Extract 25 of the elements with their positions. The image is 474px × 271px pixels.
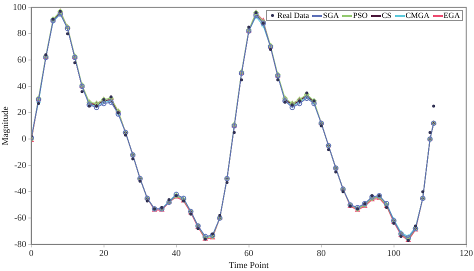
legend-label: CMGA xyxy=(406,11,430,20)
y-tick-label: 100 xyxy=(12,2,27,12)
legend-label: EGA xyxy=(444,11,460,20)
y-tick-label: -80 xyxy=(14,238,27,249)
x-tick-label: 60 xyxy=(244,248,254,258)
y-axis-title: Magnitude xyxy=(0,106,10,146)
legend-label: Real Data xyxy=(277,11,310,20)
y-tick-label: 40 xyxy=(17,80,27,91)
x-tick-label: 120 xyxy=(460,248,474,258)
y-tick-label: 20 xyxy=(17,107,27,118)
x-tick-label: 0 xyxy=(29,248,34,258)
x-tick-label: 20 xyxy=(99,248,109,258)
x-tick-label: 80 xyxy=(316,248,326,258)
x-axis-title: Time Point xyxy=(228,260,270,270)
legend-label: CS xyxy=(382,11,392,20)
x-tick-label: 100 xyxy=(387,248,402,258)
y-tick-label: -60 xyxy=(14,212,27,222)
y-tick-label: -40 xyxy=(14,186,27,196)
legend-label: PSO xyxy=(353,11,368,20)
y-tick-label: -20 xyxy=(14,160,27,170)
y-tick-label: 60 xyxy=(17,54,27,64)
y-tick-label: 80 xyxy=(17,28,27,38)
x-tick-label: 40 xyxy=(172,248,182,258)
y-tick-label: 0 xyxy=(22,133,27,144)
legend-label: SGA xyxy=(323,11,340,20)
